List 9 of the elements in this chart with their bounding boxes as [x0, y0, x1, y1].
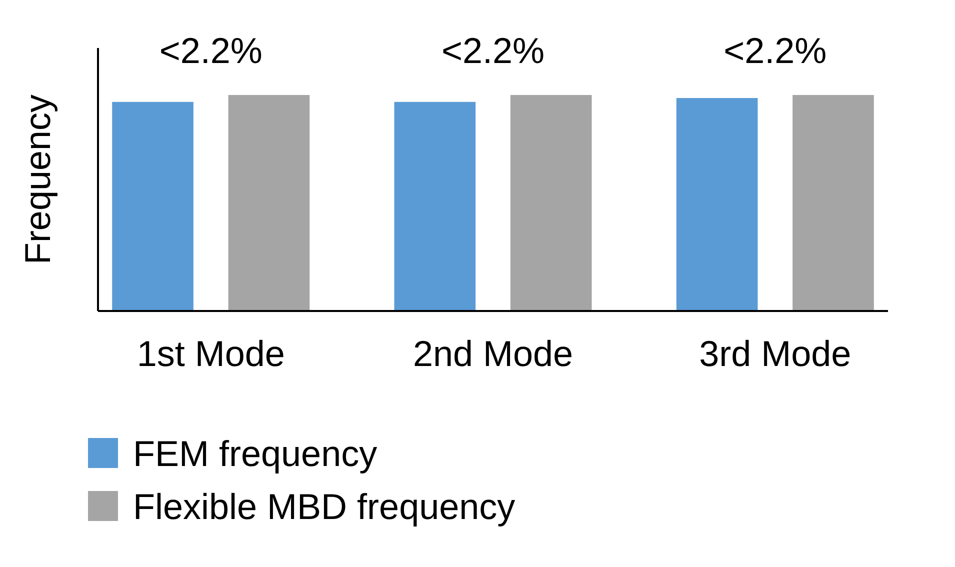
x-tick-label: 3rd Mode — [699, 333, 852, 374]
x-tick-label: 1st Mode — [136, 333, 285, 374]
text: <2.2% — [724, 30, 827, 71]
legend-label: FEM frequency — [133, 433, 378, 474]
text: <2.2% — [441, 30, 545, 71]
x-tick-label: 2nd Mode — [412, 333, 574, 374]
y-axis-title: Frequency — [17, 94, 58, 265]
legend-label: Flexible MBD frequency — [133, 486, 516, 527]
text: <2.2% — [159, 30, 262, 71]
